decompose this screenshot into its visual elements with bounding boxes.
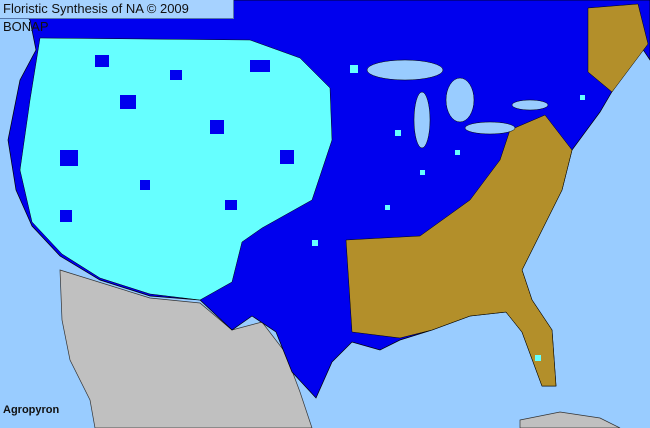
county-level-dots [312,65,585,361]
absent-region-southeast [345,114,573,387]
county-presence-region [19,37,333,301]
taxon-label: Agropyron [3,404,60,416]
map-title: Floristic Synthesis of NA © 2009 BONAP [0,0,234,34]
cuba [519,411,621,428]
state-level-blocks [60,55,294,222]
great-lakes [366,59,549,149]
mexico [59,269,313,428]
absent-region-northeast [587,3,649,93]
